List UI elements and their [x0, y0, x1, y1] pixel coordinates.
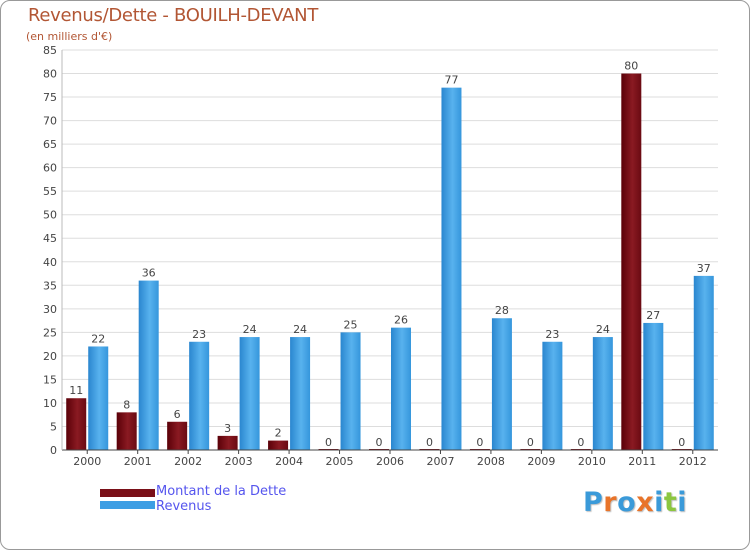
chart-subtitle: (en milliers d'€)	[26, 30, 113, 43]
y-tick-label: 40	[43, 256, 57, 269]
bar-revenus-2006	[391, 327, 411, 450]
data-label-dette-2008: 0	[476, 436, 483, 449]
bars-group: 11 22 8 36 6 23 3 24 2 24 0 25 0 26 0 77 0 28 0 23 0 24 80 27 0 3…	[66, 60, 714, 450]
bar-revenus-2010	[592, 337, 613, 450]
bar-revenus-2002	[189, 341, 210, 450]
bar-dette-2011	[621, 73, 642, 450]
data-label-dette-2012: 0	[678, 436, 685, 449]
data-label-revenus-2008: 28	[495, 304, 509, 317]
data-label-revenus-2007: 77	[444, 74, 458, 87]
data-label-dette-2000: 11	[69, 384, 83, 397]
y-tick-label: 35	[43, 279, 57, 292]
data-label-revenus-2005: 25	[344, 318, 358, 331]
y-tick-label: 5	[50, 420, 57, 433]
y-tick-label: 20	[43, 350, 57, 363]
data-label-dette-2010: 0	[577, 436, 584, 449]
data-label-dette-2003: 3	[224, 422, 231, 435]
y-tick-label: 30	[43, 303, 57, 316]
bar-revenus-2012	[693, 275, 714, 450]
x-tick-label: 2009	[527, 455, 555, 468]
logo-letter: o	[617, 487, 637, 518]
x-tick-label: 2010	[578, 455, 606, 468]
x-tick-label: 2000	[73, 455, 101, 468]
bar-revenus-2000	[88, 346, 109, 450]
logo-letter: P	[583, 487, 604, 518]
y-tick-label: 50	[43, 209, 57, 222]
y-tick-label: 75	[43, 91, 57, 104]
x-tick-label: 2012	[679, 455, 707, 468]
y-tick-label: 15	[43, 373, 57, 386]
x-tick-label: 2001	[124, 455, 152, 468]
logo-letter: x	[636, 487, 655, 518]
y-tick-label: 0	[50, 444, 57, 457]
data-label-dette-2001: 8	[123, 398, 130, 411]
y-tick-label: 25	[43, 326, 57, 339]
legend-swatch-debt	[100, 489, 155, 497]
data-label-revenus-2012: 37	[697, 262, 711, 275]
x-tick-label: 2008	[477, 455, 505, 468]
legend-label-debt: Montant de la Dette	[156, 484, 287, 499]
y-axis-ticks: 0 5 10 15 20 25 30 35 40 45 50 55 60 65 70 75 80 85	[43, 44, 57, 457]
x-axis-ticks: 2000 2001 2002 2003 2004 2005 2006 2007 2008 2009…	[73, 450, 707, 468]
data-label-revenus-2001: 36	[142, 267, 156, 280]
x-tick-label: 2003	[225, 455, 253, 468]
logo-letter: t	[663, 487, 678, 518]
bar-dette-2001	[116, 412, 137, 450]
y-tick-label: 55	[43, 185, 57, 198]
data-label-revenus-2006: 26	[394, 314, 408, 327]
logo-letter: i	[677, 487, 688, 518]
data-label-revenus-2003: 24	[243, 323, 257, 336]
y-tick-label: 80	[43, 68, 57, 81]
y-tick-label: 70	[43, 115, 57, 128]
bar-revenus-2009	[542, 341, 563, 450]
bar-dette-2000	[66, 398, 87, 450]
data-label-dette-2009: 0	[527, 436, 534, 449]
y-tick-label: 10	[43, 397, 57, 410]
bar-revenus-2001	[138, 280, 159, 450]
logo-letter: r	[603, 487, 618, 518]
bar-revenus-2005	[340, 332, 361, 450]
chart-title: Revenus/Dette - BOUILH-DEVANT	[28, 5, 319, 26]
bar-dette-2004	[268, 440, 289, 450]
data-label-dette-2002: 6	[174, 408, 181, 421]
y-tick-label: 65	[43, 138, 57, 151]
logo-letter: i	[654, 487, 664, 518]
data-label-revenus-2011: 27	[646, 309, 660, 322]
data-label-dette-2007: 0	[426, 436, 433, 449]
legend-swatch-revenus	[100, 501, 155, 509]
data-label-dette-2005: 0	[325, 436, 332, 449]
bar-revenus-2008	[491, 318, 512, 450]
y-tick-label: 85	[43, 44, 57, 57]
bar-revenus-2011	[643, 322, 664, 450]
x-tick-label: 2002	[174, 455, 202, 468]
y-tick-label: 60	[43, 162, 57, 175]
legend-label-revenus: Revenus	[156, 499, 212, 514]
x-tick-label: 2007	[426, 455, 454, 468]
bar-dette-2003	[217, 435, 238, 450]
y-tick-label: 45	[43, 232, 57, 245]
x-tick-label: 2005	[326, 455, 354, 468]
data-label-revenus-2002: 23	[192, 328, 206, 341]
data-label-revenus-2000: 22	[91, 332, 105, 345]
data-label-dette-2011: 80	[624, 60, 638, 73]
data-label-dette-2006: 0	[376, 436, 383, 449]
x-tick-label: 2006	[376, 455, 404, 468]
data-label-revenus-2004: 24	[293, 323, 307, 336]
proxiti-logo: Proxiti	[583, 487, 687, 518]
bar-dette-2002	[167, 421, 188, 450]
data-label-revenus-2009: 23	[545, 328, 559, 341]
bar-revenus-2003	[239, 337, 260, 450]
grid-lines	[62, 49, 718, 427]
x-tick-label: 2004	[275, 455, 303, 468]
data-label-revenus-2010: 24	[596, 323, 610, 336]
x-tick-label: 2011	[628, 455, 656, 468]
bar-revenus-2004	[290, 337, 311, 450]
bar-revenus-2007	[441, 87, 462, 450]
data-label-dette-2004: 2	[275, 427, 282, 440]
